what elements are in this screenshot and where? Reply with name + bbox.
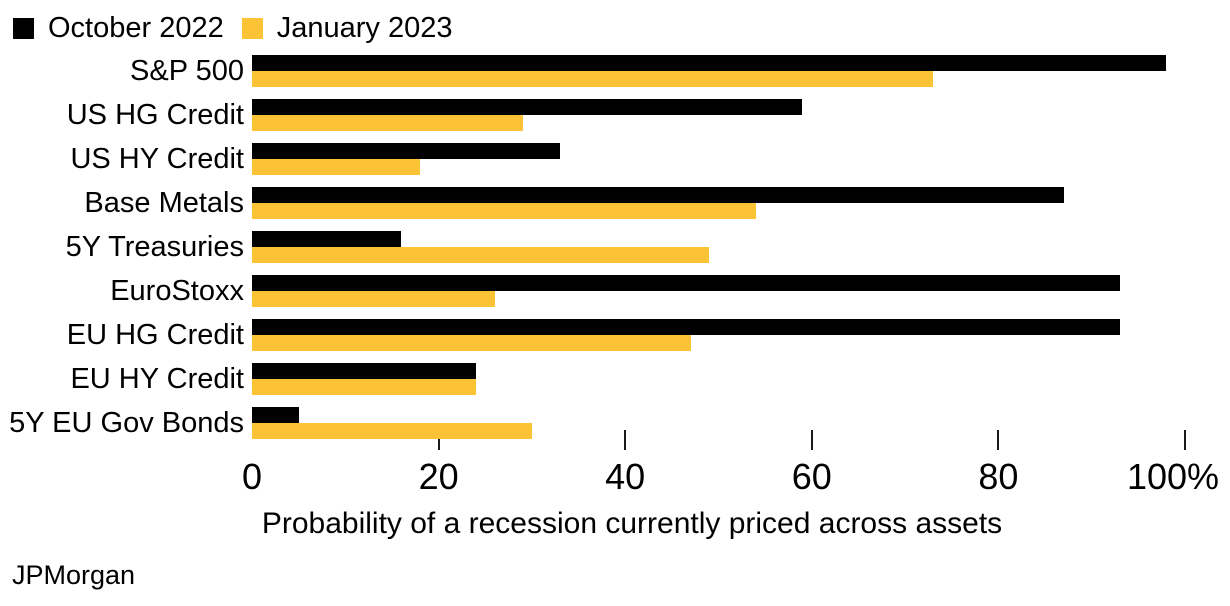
x-axis-tick-label-100: 100% (1126, 456, 1220, 497)
bar-january-2023-5y-eu-gov-bonds (252, 423, 532, 439)
legend-item-january-2023: January 2023 (241, 12, 453, 44)
bar-october-2022-us-hy-credit (252, 143, 560, 159)
bar-october-2022-base-metals (252, 187, 1064, 203)
category-label-eu-hy-credit: EU HY Credit (70, 363, 244, 395)
category-label-us-hg-credit: US HG Credit (66, 99, 244, 131)
chart-row-eurostoxx: EuroStoxx (0, 275, 1230, 307)
x-axis-tick-label-80: 80 (978, 456, 1019, 497)
bar-january-2023-eu-hg-credit (252, 335, 691, 351)
chart-row-5y-eu-gov-bonds: 5Y EU Gov Bonds (0, 407, 1230, 439)
bar-january-2023-eurostoxx (252, 291, 495, 307)
x-axis-tick-80 (997, 430, 1000, 450)
category-label-us-hy-credit: US HY Credit (70, 143, 244, 175)
legend-swatch-january-2023 (241, 17, 263, 39)
category-label-base-metals: Base Metals (84, 187, 244, 219)
x-axis-title: Probability of a recession currently pri… (261, 507, 1003, 540)
bar-january-2023-5y-treasuries (252, 247, 710, 263)
bar-january-2023-base-metals (252, 203, 756, 219)
x-axis-tick-label-0: 0 (241, 456, 263, 497)
chart-row-base-metals: Base Metals (0, 187, 1230, 219)
bar-october-2022-eu-hg-credit (252, 319, 1120, 335)
chart-row-eu-hy-credit: EU HY Credit (0, 363, 1230, 395)
x-axis-tick-label-60: 60 (791, 456, 832, 497)
bar-january-2023-eu-hy-credit (252, 379, 476, 395)
chart-row-s-p-500: S&P 500 (0, 55, 1230, 87)
chart-row-us-hy-credit: US HY Credit (0, 143, 1230, 175)
x-axis-tick-60 (810, 430, 813, 450)
category-label-s-p-500: S&P 500 (130, 55, 244, 87)
bar-january-2023-us-hy-credit (252, 159, 420, 175)
category-label-5y-eu-gov-bonds: 5Y EU Gov Bonds (9, 407, 244, 439)
bar-october-2022-5y-treasuries (252, 231, 402, 247)
bar-october-2022-eurostoxx (252, 275, 1120, 291)
x-axis-tick-40 (624, 430, 627, 450)
legend-label-january-2023: January 2023 (276, 12, 453, 44)
chart-legend: October 2022 January 2023 (13, 12, 452, 44)
category-label-eurostoxx: EuroStoxx (110, 275, 244, 307)
x-axis-tick-label-40: 40 (605, 456, 646, 497)
chart-row-5y-treasuries: 5Y Treasuries (0, 231, 1230, 263)
category-label-5y-treasuries: 5Y Treasuries (65, 231, 244, 263)
bar-october-2022-5y-eu-gov-bonds (252, 407, 299, 423)
legend-swatch-october-2022 (13, 17, 34, 39)
legend-label-october-2022: October 2022 (48, 12, 224, 44)
chart-row-us-hg-credit: US HG Credit (0, 99, 1230, 131)
chart-row-eu-hg-credit: EU HG Credit (0, 319, 1230, 351)
bar-october-2022-s-p-500 (252, 55, 1167, 71)
bar-october-2022-us-hg-credit (252, 99, 803, 115)
x-axis-tick-20 (437, 430, 440, 450)
x-axis-tick-100 (1184, 430, 1186, 450)
bar-january-2023-us-hg-credit (252, 115, 523, 131)
bar-january-2023-s-p-500 (252, 71, 934, 87)
category-label-eu-hg-credit: EU HG Credit (66, 319, 244, 351)
x-axis-tick-label-20: 20 (418, 456, 459, 497)
source-label: JPMorgan (12, 560, 136, 590)
bar-october-2022-eu-hy-credit (252, 363, 476, 379)
legend-item-october-2022: October 2022 (13, 12, 224, 44)
